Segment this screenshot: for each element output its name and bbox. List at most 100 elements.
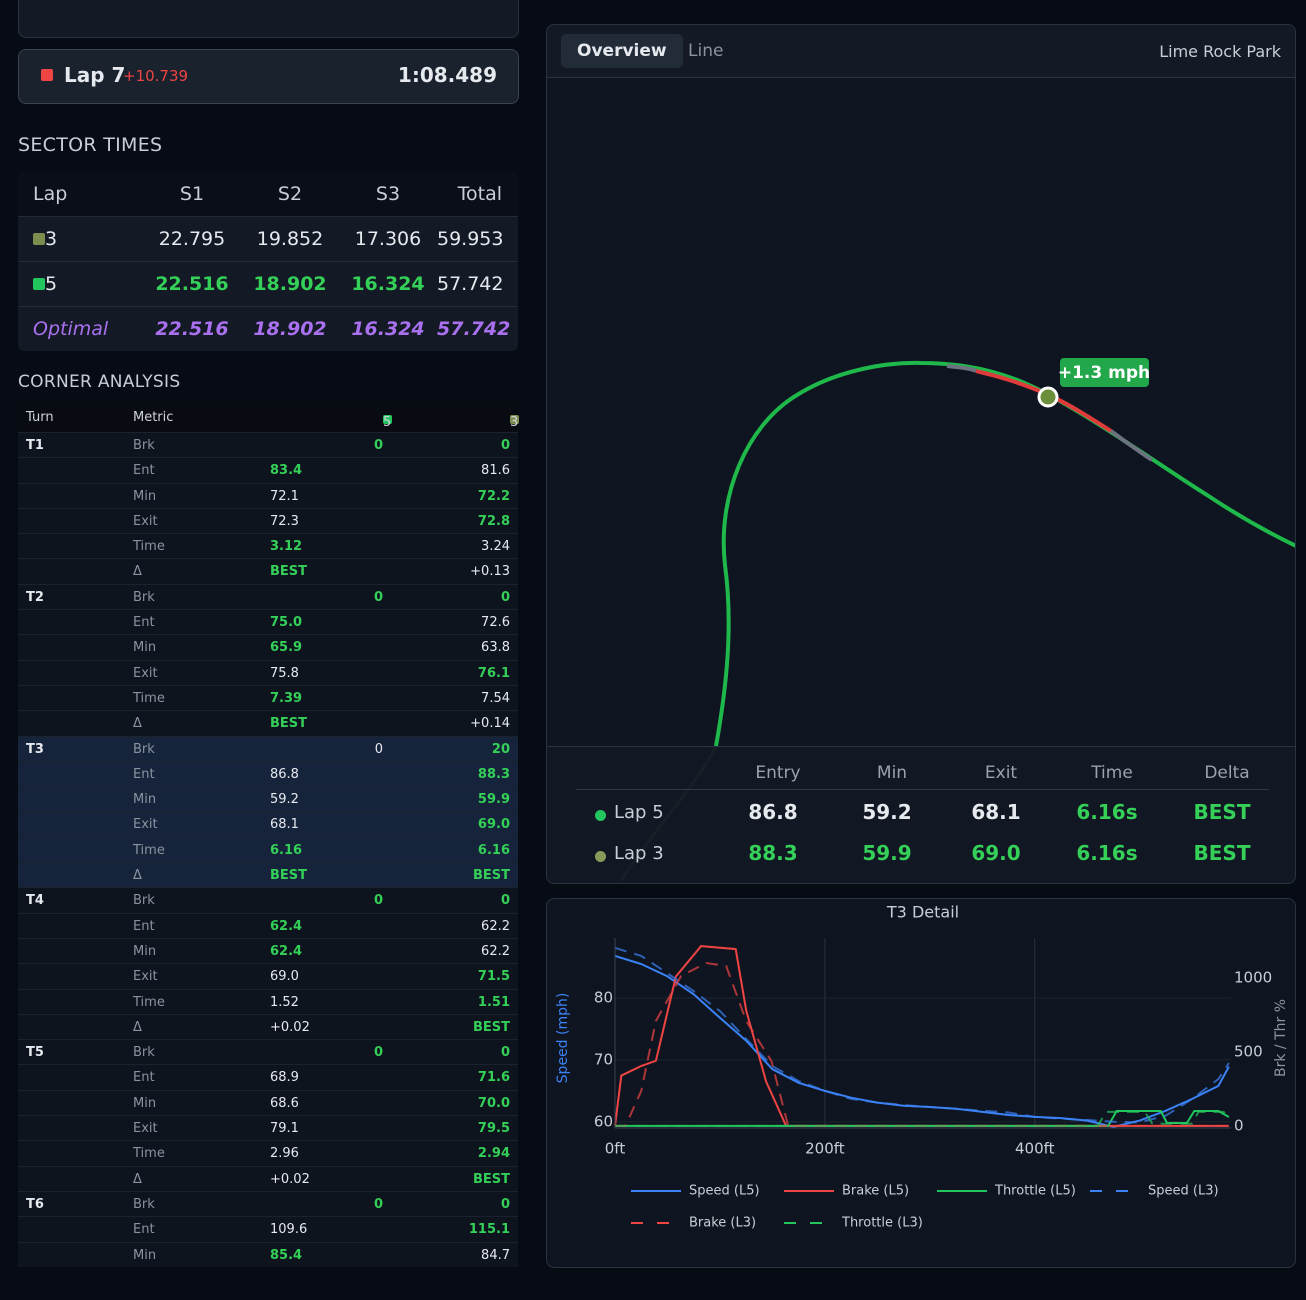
metric-label: Δ — [133, 1019, 142, 1035]
lap-number: 3 — [45, 228, 58, 250]
metric-row: Ent 83.4 81.6 — [18, 457, 518, 482]
lap-cell: 3 — [18, 228, 143, 250]
lap5-value: 79.1 — [270, 1121, 299, 1137]
lap-swatch — [383, 415, 392, 424]
track-segment — [946, 364, 977, 373]
metric-row: Time 7.39 7.54 — [18, 684, 518, 710]
metric-label: Time — [133, 539, 165, 555]
lap3-value: 71.6 — [477, 1070, 510, 1086]
lap5-value: BEST — [270, 716, 308, 732]
optimal-time: 18.902 — [253, 318, 327, 340]
x-tick-label: 0ft — [605, 1140, 626, 1158]
column-header: Min — [876, 763, 908, 783]
series-line — [614, 946, 1230, 1124]
sector-time: 57.742 — [437, 273, 504, 295]
lap5-value: 75.8 — [270, 665, 299, 681]
metric-row: Exit 79.1 79.5 — [18, 1115, 518, 1140]
lap3-value: +0.13 — [470, 564, 510, 580]
metric-row: Time 6.16 6.16 — [18, 836, 518, 863]
chart-card: T3 Detail Speed (mph) Brk / Thr % 0ft 200… — [546, 898, 1296, 1268]
header-row: Turn Metric 5 3 — [18, 405, 519, 432]
metric-label: Δ — [133, 868, 142, 884]
series-line — [615, 1110, 1230, 1127]
lap-card-partial[interactable] — [18, 0, 519, 38]
sector-time: 16.324 — [351, 273, 425, 295]
sector-time: 59.953 — [437, 228, 504, 250]
lap5-value: 109.6 — [270, 1222, 308, 1238]
column-header: Total — [457, 183, 502, 205]
sector-row: 3 22.795 19.852 17.306 59.953 — [18, 216, 518, 261]
lap-dot — [595, 810, 606, 821]
lap3-value: 0 — [500, 893, 510, 909]
lap-name: Lap 3 — [614, 843, 664, 864]
lap3-value: 7.54 — [481, 690, 510, 706]
lap-swatch — [41, 69, 53, 81]
y-axis-title: Speed (mph) — [555, 993, 571, 1084]
column-header: Time — [1091, 763, 1133, 783]
metric-label: Time — [133, 994, 165, 1010]
legend-label: Speed (L3) — [1148, 1184, 1219, 1199]
track-segment — [1109, 429, 1154, 462]
metric-row: Min 85.4 84.7 — [18, 1241, 518, 1267]
column-header: Lap — [33, 183, 68, 205]
section-title: SECTOR TIMES — [18, 134, 163, 156]
lap3-value: 62.2 — [481, 918, 510, 934]
lap5-value: 65.9 — [270, 640, 303, 656]
summary-value: 68.1 — [971, 800, 1021, 824]
tab[interactable]: Line — [688, 41, 724, 61]
summary-value: 6.16s — [1076, 841, 1138, 865]
lap5-value: 0 — [373, 893, 383, 909]
lap5-value: 69.0 — [270, 969, 299, 985]
column-header: S2 — [277, 183, 303, 205]
metric-row: Time 2.96 2.94 — [18, 1140, 518, 1165]
lap5-value: 62.4 — [270, 943, 303, 959]
series-line — [615, 1110, 1230, 1127]
lap3-value: 20 — [491, 741, 510, 757]
position-marker[interactable] — [1037, 386, 1059, 408]
summary-value: 6.16s — [1076, 800, 1138, 824]
track-name: Lime Rock Park — [1159, 42, 1281, 61]
sector-time: 17.306 — [354, 228, 422, 250]
metric-label: Time — [133, 842, 165, 858]
lap3-value: 0 — [500, 1196, 510, 1212]
metric-label: Exit — [133, 969, 158, 985]
summary-value: 88.3 — [748, 841, 798, 865]
lap3-value: BEST — [472, 1019, 510, 1035]
metric-row: Ent 86.8 88.3 — [18, 760, 518, 787]
metric-row: T6 Brk 0 0 — [18, 1190, 518, 1216]
summary-value: 59.9 — [862, 841, 912, 865]
metric-row: T1 Brk 0 0 — [18, 432, 518, 457]
sector-table: Lap S1 S2 S3 Total 3 22.795 19.852 17.306 59.953 5… — [18, 172, 518, 351]
y-tick-label: 60 — [594, 1112, 613, 1130]
legend-label: Throttle (L5) — [994, 1184, 1076, 1199]
metric-row: Ent 68.9 71.6 — [18, 1064, 518, 1089]
sector-row: 5 22.516 18.902 16.324 57.742 — [18, 261, 518, 306]
optimal-label: Optimal — [33, 318, 109, 340]
metric-label: Brk — [133, 741, 155, 757]
map-card: +1.3 mph Overview Line Lime Rock Park En… — [546, 24, 1296, 884]
lap-card[interactable]: Lap 7 +10.739 1:08.489 — [18, 49, 519, 104]
metric-row: Min 65.9 63.8 — [18, 634, 518, 659]
turn-label: T2 — [26, 589, 44, 605]
series-line — [614, 945, 1229, 1127]
metric-row: Min 72.1 72.2 — [18, 482, 518, 508]
metric-row: Δ +0.02 BEST — [18, 1165, 518, 1191]
metric-row: Ent 75.0 72.6 — [18, 609, 518, 634]
metric-row: Exit 72.3 72.8 — [18, 507, 518, 533]
summary-value: BEST — [1193, 800, 1251, 824]
metric-row: T2 Brk 0 0 — [18, 583, 518, 609]
metric-label: Ent — [133, 766, 155, 782]
metric-label: Δ — [133, 564, 142, 580]
lap-label: 3 — [510, 415, 519, 430]
metric-label: Brk — [133, 1045, 155, 1061]
lap5-value: 62.4 — [270, 918, 303, 934]
tab-active[interactable]: Overview — [561, 34, 683, 68]
lap5-value: 59.2 — [270, 792, 299, 808]
column-header: Metric — [133, 410, 174, 425]
metric-row: Min 62.4 62.2 — [18, 937, 518, 963]
series-line — [614, 954, 1230, 1128]
turn-label: T1 — [26, 438, 44, 453]
lap-number: 5 — [45, 273, 58, 295]
lap5-value: 68.1 — [270, 817, 299, 833]
metric-label: Ent — [133, 918, 155, 934]
